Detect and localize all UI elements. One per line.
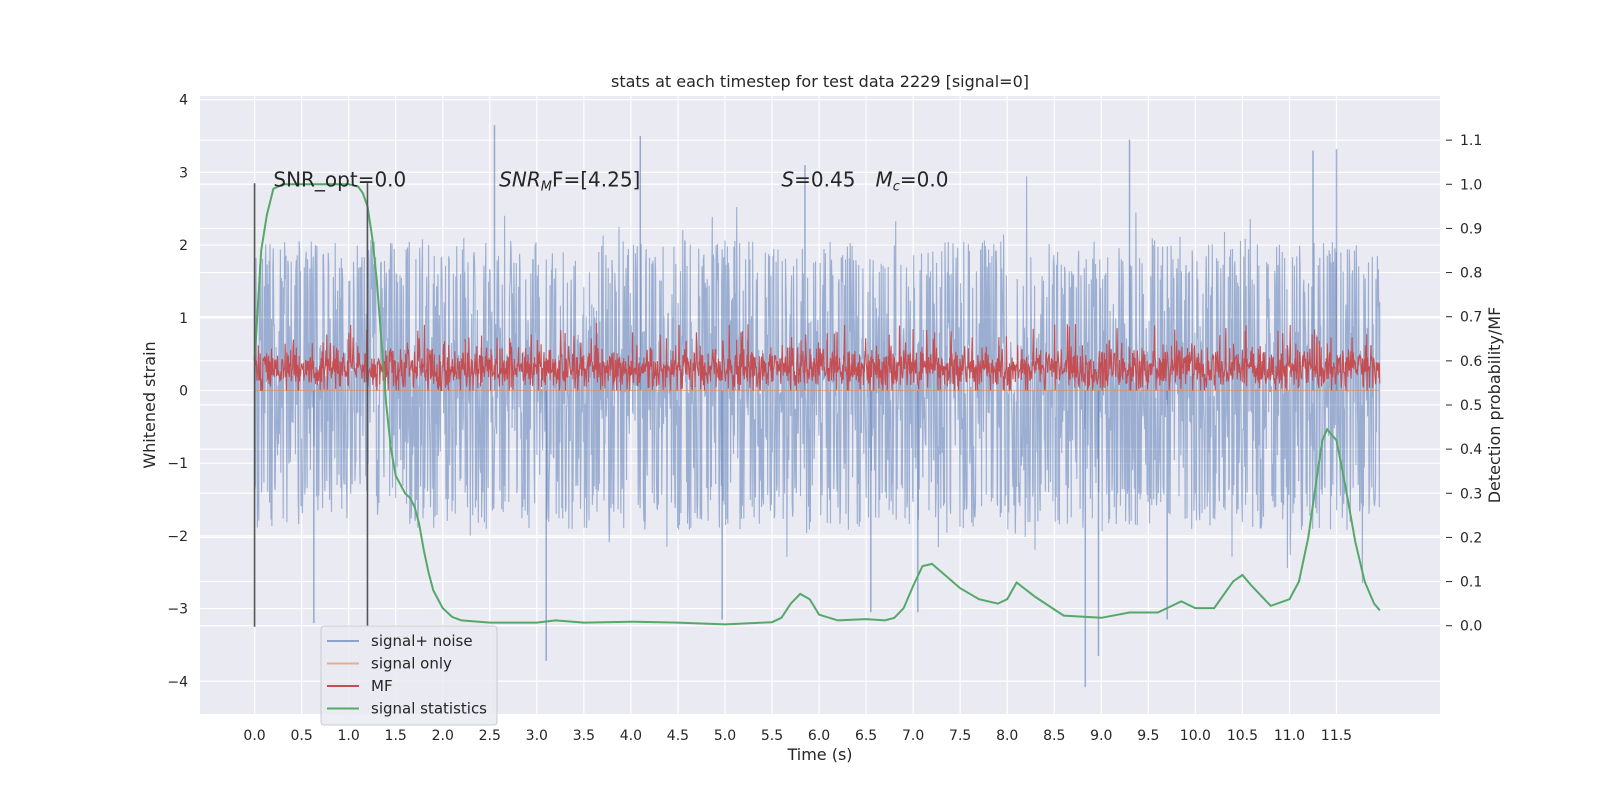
y-right-tick-label: 1.0 (1460, 177, 1482, 193)
y-tick-label: 3 (179, 165, 188, 181)
y-right-tick-label: 0.0 (1460, 619, 1482, 635)
x-tick-label: 8.5 (1043, 728, 1065, 744)
y-tick-label: 4 (179, 93, 188, 109)
x-tick-label: 6.0 (808, 728, 830, 744)
x-tick-label: 5.5 (761, 728, 783, 744)
x-tick-label: 8.0 (996, 728, 1018, 744)
y-right-tick-label: 0.3 (1460, 486, 1482, 502)
y-tick-label: −2 (167, 529, 188, 545)
y-right-tick-label: 1.1 (1460, 133, 1482, 149)
y-tick-label: 2 (179, 238, 188, 254)
legend-label: MF (371, 677, 393, 695)
y-right-tick-label: 0.1 (1460, 575, 1482, 591)
x-tick-label: 3.5 (573, 728, 595, 744)
y-tick-label: −3 (167, 602, 188, 618)
chart-title: stats at each timestep for test data 222… (611, 72, 1029, 91)
x-tick-label: 11.5 (1321, 728, 1352, 744)
y-right-axis-label: Detection probability/MF (1485, 307, 1504, 504)
x-tick-label: 4.0 (620, 728, 642, 744)
y-tick-label: −4 (167, 674, 188, 690)
x-tick-label: 11.0 (1274, 728, 1305, 744)
y-right-tick-label: 0.9 (1460, 221, 1482, 237)
y-tick-label: 0 (179, 383, 188, 399)
annotation-text: SNRMF=[4.25] (499, 168, 640, 195)
series-signal-statistics (253, 183, 1381, 626)
x-tick-label: 1.0 (338, 728, 360, 744)
series-mf (254, 322, 1381, 392)
x-tick-label: 2.5 (479, 728, 501, 744)
data-layer (253, 125, 1381, 688)
annotation-text: SNR_opt=0.0 (273, 168, 406, 192)
y-right-axis-ticks: 0.0 0.1 0.2 0.3 0.4 0.5 0.6 0.7 0.8 0.9 1.0 1.1 (1446, 133, 1482, 635)
x-axis-ticks: 0.0 0.5 1.0 1.5 2.0 2.5 3.0 3.5 4.0 4.5 5.0 5.5 6.0 6… (243, 728, 1352, 744)
annotation-text: S=0.45 (781, 168, 855, 192)
x-tick-label: 4.5 (667, 728, 689, 744)
vertical-markers (253, 183, 369, 627)
y-tick-label: −1 (167, 456, 188, 472)
y-right-tick-label: 0.5 (1460, 398, 1482, 414)
x-tick-label: 0.5 (290, 728, 312, 744)
annotations: SNR_opt=0.0 SNRMF=[4.25] S=0.45 Mc=0.0 (273, 168, 948, 195)
y-tick-label: 1 (179, 311, 188, 327)
y-axis-ticks: −4 −3 −2 −1 0 1 2 3 4 (167, 93, 188, 691)
x-tick-label: 2.0 (432, 728, 454, 744)
x-tick-label: 7.5 (949, 728, 971, 744)
y-right-tick-label: 0.2 (1460, 530, 1482, 546)
y-right-tick-label: 0.8 (1460, 266, 1482, 282)
x-tick-label: 0.0 (243, 728, 265, 744)
x-tick-label: 7.0 (902, 728, 924, 744)
y-right-tick-label: 0.4 (1460, 442, 1482, 458)
legend-box (320, 625, 498, 726)
x-tick-label: 5.0 (714, 728, 736, 744)
legend-label: signal+ noise (371, 632, 473, 650)
x-tick-label: 3.0 (526, 728, 548, 744)
y-right-tick-label: 0.6 (1460, 354, 1482, 370)
y-axis-label: Whitened strain (140, 341, 159, 468)
annotation-text: Mc=0.0 (876, 168, 949, 195)
y-right-tick-label: 0.7 (1460, 310, 1482, 326)
legend: signal+ noise signal only MF signal statist… (320, 625, 498, 726)
x-tick-label: 9.5 (1137, 728, 1159, 744)
x-tick-label: 9.0 (1090, 728, 1112, 744)
x-axis-label: Time (s) (786, 745, 852, 764)
series-signal-noise (254, 176, 1381, 584)
legend-label: signal only (371, 655, 452, 673)
x-tick-label: 10.0 (1180, 728, 1211, 744)
x-tick-label: 10.5 (1227, 728, 1258, 744)
x-tick-label: 6.5 (855, 728, 877, 744)
x-tick-label: 1.5 (385, 728, 407, 744)
legend-label: signal statistics (371, 700, 487, 718)
